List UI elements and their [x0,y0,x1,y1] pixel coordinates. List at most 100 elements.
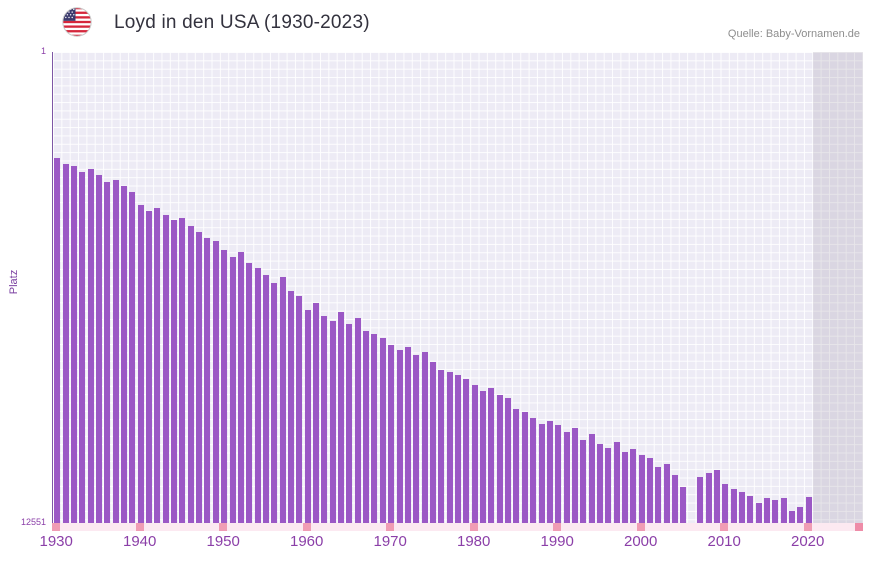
bar-1997[interactable] [613,441,620,523]
bar-2018[interactable] [789,510,795,523]
bar-1936[interactable] [104,182,111,523]
x-axis-label-1970: 1970 [373,533,407,550]
bar-2000[interactable] [638,455,645,523]
bar-1970[interactable] [388,344,395,523]
bar-2009[interactable] [713,470,720,523]
bar-1932[interactable] [70,166,77,523]
bar-1931[interactable] [62,163,69,523]
bar-1941[interactable] [146,210,153,523]
bar-2019[interactable] [797,506,804,523]
bar-1930[interactable] [54,157,61,523]
bar-1990[interactable] [555,425,562,523]
bar-2016[interactable] [772,499,779,523]
bar-2008[interactable] [705,473,712,523]
bar-1986[interactable] [521,411,528,523]
plot-area [52,52,863,523]
bar-1978[interactable] [454,374,461,523]
bar-2002[interactable] [655,467,662,523]
bar-1959[interactable] [296,295,303,523]
bar-1961[interactable] [313,302,320,523]
x-axis-end-tick [855,523,863,531]
bar-2011[interactable] [730,488,737,523]
bar-1945[interactable] [179,217,186,523]
bar-1991[interactable] [563,431,570,523]
bar-1968[interactable] [371,334,378,523]
bar-1984[interactable] [505,397,512,523]
bar-1943[interactable] [162,214,169,523]
bar-1933[interactable] [79,171,86,523]
bar-1993[interactable] [580,439,587,523]
bar-1935[interactable] [95,175,102,523]
bar-2012[interactable] [738,491,745,523]
bar-1963[interactable] [329,320,336,523]
bar-1966[interactable] [354,318,361,523]
bar-1980[interactable] [471,384,478,523]
bar-1940[interactable] [137,205,144,523]
bar-1969[interactable] [379,337,386,523]
bar-2014[interactable] [755,503,762,523]
bar-1962[interactable] [321,316,328,523]
bar-1944[interactable] [171,220,178,523]
bar-2007[interactable] [697,476,704,523]
bar-2017[interactable] [780,497,787,523]
bar-1987[interactable] [530,417,537,523]
bar-2013[interactable] [747,496,754,523]
bar-1999[interactable] [630,448,637,523]
bar-1983[interactable] [496,394,503,523]
bar-2010[interactable] [722,483,729,523]
bar-1974[interactable] [421,351,428,523]
bar-1960[interactable] [304,310,311,523]
bar-1985[interactable] [513,408,520,523]
bar-1977[interactable] [446,372,453,523]
bar-1954[interactable] [254,268,261,523]
bar-1957[interactable] [279,277,286,523]
bar-1953[interactable] [246,262,253,523]
bar-1972[interactable] [404,347,411,523]
bar-1964[interactable] [338,312,345,523]
bar-1973[interactable] [413,355,420,523]
bar-1949[interactable] [212,241,219,523]
x-axis-tick-1970 [386,523,395,531]
bar-1946[interactable] [187,226,194,523]
bar-2015[interactable] [763,498,770,523]
bar-1965[interactable] [346,323,353,523]
bar-1998[interactable] [622,451,628,523]
bar-1934[interactable] [87,168,94,523]
bar-1971[interactable] [396,350,403,523]
bar-1942[interactable] [154,207,161,523]
bar-1994[interactable] [588,434,595,523]
bar-1955[interactable] [262,274,269,523]
bar-1937[interactable] [112,179,119,523]
bar-1988[interactable] [538,423,545,523]
bar-1939[interactable] [129,191,136,523]
bar-1995[interactable] [596,444,603,523]
bar-2005[interactable] [680,486,687,523]
bar-1975[interactable] [429,362,436,523]
bar-1958[interactable] [287,291,294,523]
bar-2003[interactable] [663,463,670,523]
bar-1981[interactable] [480,390,487,523]
bar-1947[interactable] [196,231,203,523]
bar-1996[interactable] [605,447,612,523]
x-axis-tick-1940 [135,523,144,531]
bar-1982[interactable] [488,387,495,523]
bar-1976[interactable] [438,369,445,523]
y-axis-max-label: 1 [40,46,46,56]
bar-1992[interactable] [571,428,578,523]
bar-2020[interactable] [805,497,812,523]
x-axis-tick-2010 [720,523,729,531]
bar-1967[interactable] [363,331,370,523]
bar-1938[interactable] [120,185,127,523]
source-credit-link[interactable]: Quelle: Baby-Vornamen.de [727,28,860,40]
bar-1948[interactable] [204,238,211,523]
bar-1989[interactable] [546,420,553,523]
x-axis-labels: 1930 1940 1950 1960 1970 1980 1990 2000 2010 2020 [40,533,862,553]
bar-1951[interactable] [229,256,236,523]
bar-1956[interactable] [271,282,278,523]
bar-1979[interactable] [463,379,470,523]
bar-2001[interactable] [647,458,654,523]
bar-1950[interactable] [221,250,228,523]
bar-2004[interactable] [672,475,679,523]
bar-1952[interactable] [237,252,244,523]
